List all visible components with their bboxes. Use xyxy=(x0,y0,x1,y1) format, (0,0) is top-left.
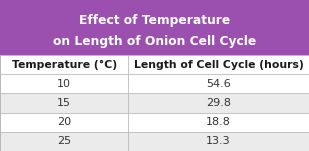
Text: 15: 15 xyxy=(57,98,71,108)
Text: on Length of Onion Cell Cycle: on Length of Onion Cell Cycle xyxy=(53,35,256,48)
Bar xyxy=(0,74,128,93)
Text: 20: 20 xyxy=(57,117,71,127)
Bar xyxy=(0,93,128,113)
Bar xyxy=(128,132,309,151)
Bar xyxy=(0,113,128,132)
Text: 13.3: 13.3 xyxy=(206,136,231,146)
Text: 18.8: 18.8 xyxy=(206,117,231,127)
Bar xyxy=(128,93,309,113)
Text: Temperature (°C): Temperature (°C) xyxy=(11,60,117,70)
Text: 54.6: 54.6 xyxy=(206,79,231,89)
Text: Length of Cell Cycle (hours): Length of Cell Cycle (hours) xyxy=(134,60,303,70)
Text: 10: 10 xyxy=(57,79,71,89)
Bar xyxy=(128,74,309,93)
Bar xyxy=(0,55,128,74)
Bar xyxy=(0,132,128,151)
Bar xyxy=(128,113,309,132)
Text: 25: 25 xyxy=(57,136,71,146)
Text: 29.8: 29.8 xyxy=(206,98,231,108)
Bar xyxy=(128,55,309,74)
Text: Effect of Temperature: Effect of Temperature xyxy=(79,14,230,27)
